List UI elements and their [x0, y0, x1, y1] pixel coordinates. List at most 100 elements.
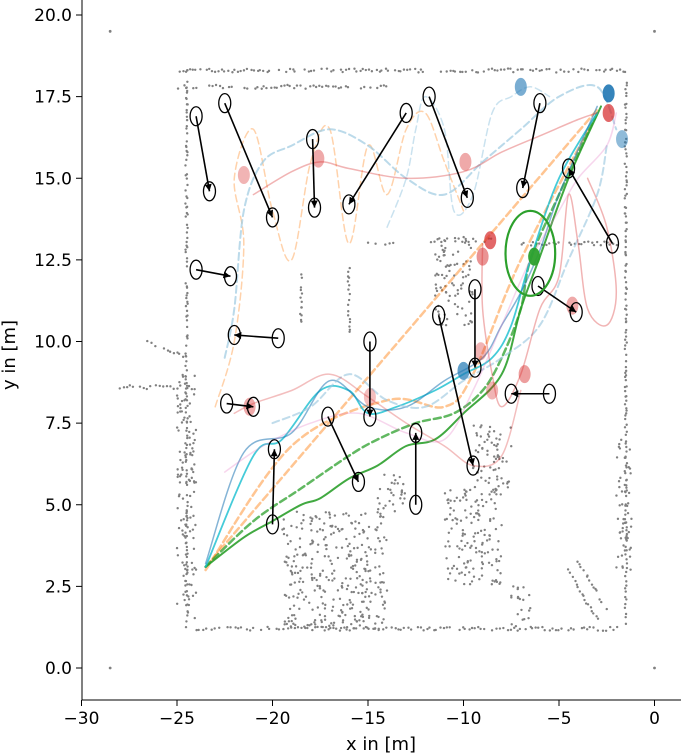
map-point: [510, 596, 513, 599]
map-point: [394, 627, 397, 630]
map-point: [434, 628, 437, 632]
start-marker: [531, 275, 545, 297]
map-point: [454, 240, 457, 243]
map-point: [237, 627, 240, 630]
map-point: [309, 85, 312, 88]
map-point: [364, 595, 367, 599]
map-point: [419, 68, 423, 71]
map-point: [495, 437, 498, 440]
map-point: [496, 443, 499, 446]
map-point: [131, 385, 135, 388]
map-point: [491, 548, 494, 551]
map-point: [379, 84, 383, 88]
map-point: [464, 566, 467, 569]
map-point: [334, 627, 338, 630]
map-point: [369, 86, 372, 89]
map-point: [548, 629, 552, 632]
map-point: [180, 421, 184, 424]
map-point: [577, 70, 580, 74]
map-point: [185, 384, 189, 387]
map-point: [435, 287, 438, 290]
map-point: [183, 399, 186, 402]
map-point: [595, 68, 598, 72]
map-point: [361, 67, 364, 71]
map-point: [448, 513, 452, 516]
map-point: [367, 546, 371, 549]
map-point: [301, 566, 304, 569]
map-point: [290, 565, 294, 568]
map-point: [497, 466, 501, 470]
map-point: [296, 626, 300, 629]
map-point: [483, 533, 486, 537]
map-point: [582, 569, 585, 572]
agent-marker: [602, 84, 615, 103]
map-point: [185, 469, 188, 472]
map-point: [382, 84, 386, 87]
map-point: [193, 374, 196, 378]
map-point: [327, 628, 330, 631]
map-point: [185, 446, 188, 450]
map-point: [377, 615, 380, 619]
map-point: [316, 606, 320, 609]
map-point: [333, 514, 337, 517]
map-point: [454, 294, 457, 297]
map-point: [184, 460, 188, 464]
map-point: [344, 613, 347, 617]
map-point: [529, 244, 533, 247]
map-point: [300, 527, 304, 530]
map-point: [367, 569, 370, 573]
map-point: [245, 67, 249, 71]
map-point: [580, 626, 584, 630]
map-point: [440, 273, 444, 277]
map-point: [618, 531, 622, 534]
map-point: [339, 86, 343, 89]
map-point: [353, 614, 357, 618]
trajectory-line-10: [252, 112, 598, 196]
map-point: [162, 385, 165, 388]
y-tick-label: 12.5: [34, 251, 72, 271]
map-point: [277, 68, 281, 72]
map-point: [441, 248, 444, 252]
map-point: [518, 597, 522, 601]
map-point: [483, 528, 486, 532]
y-axis-label: y in [m]: [0, 320, 20, 390]
map-point: [185, 158, 188, 162]
map-point: [325, 575, 328, 579]
map-point: [185, 399, 189, 402]
map-point: [184, 378, 187, 381]
map-point: [322, 538, 326, 541]
map-point: [453, 499, 456, 503]
map-point: [251, 626, 255, 630]
start-marker: [271, 328, 285, 349]
map-point: [495, 475, 499, 478]
map-point: [490, 67, 494, 70]
map-point: [191, 447, 194, 450]
map-point: [463, 323, 466, 327]
map-point: [239, 626, 243, 629]
map-point: [624, 412, 628, 415]
map-point: [234, 626, 237, 629]
map-point: [186, 213, 189, 216]
map-point: [346, 280, 350, 283]
map-point: [624, 615, 627, 619]
map-point: [194, 568, 198, 571]
trajectory-line-9: [386, 86, 551, 228]
map-point: [346, 584, 350, 587]
map-point: [344, 512, 348, 515]
map-point: [458, 547, 461, 550]
map-point: [506, 482, 509, 485]
map-point: [621, 522, 625, 525]
map-point: [288, 607, 292, 611]
agent-marker: [457, 361, 470, 380]
map-point: [516, 629, 519, 632]
map-point: [461, 282, 465, 285]
map-point: [437, 313, 441, 316]
map-point: [600, 600, 603, 604]
map-point: [623, 188, 627, 191]
map-point: [498, 457, 501, 461]
map-point: [378, 502, 381, 505]
map-point: [177, 526, 181, 530]
map-point: [290, 524, 293, 528]
arrow-line: [521, 102, 541, 189]
map-point: [312, 84, 315, 87]
